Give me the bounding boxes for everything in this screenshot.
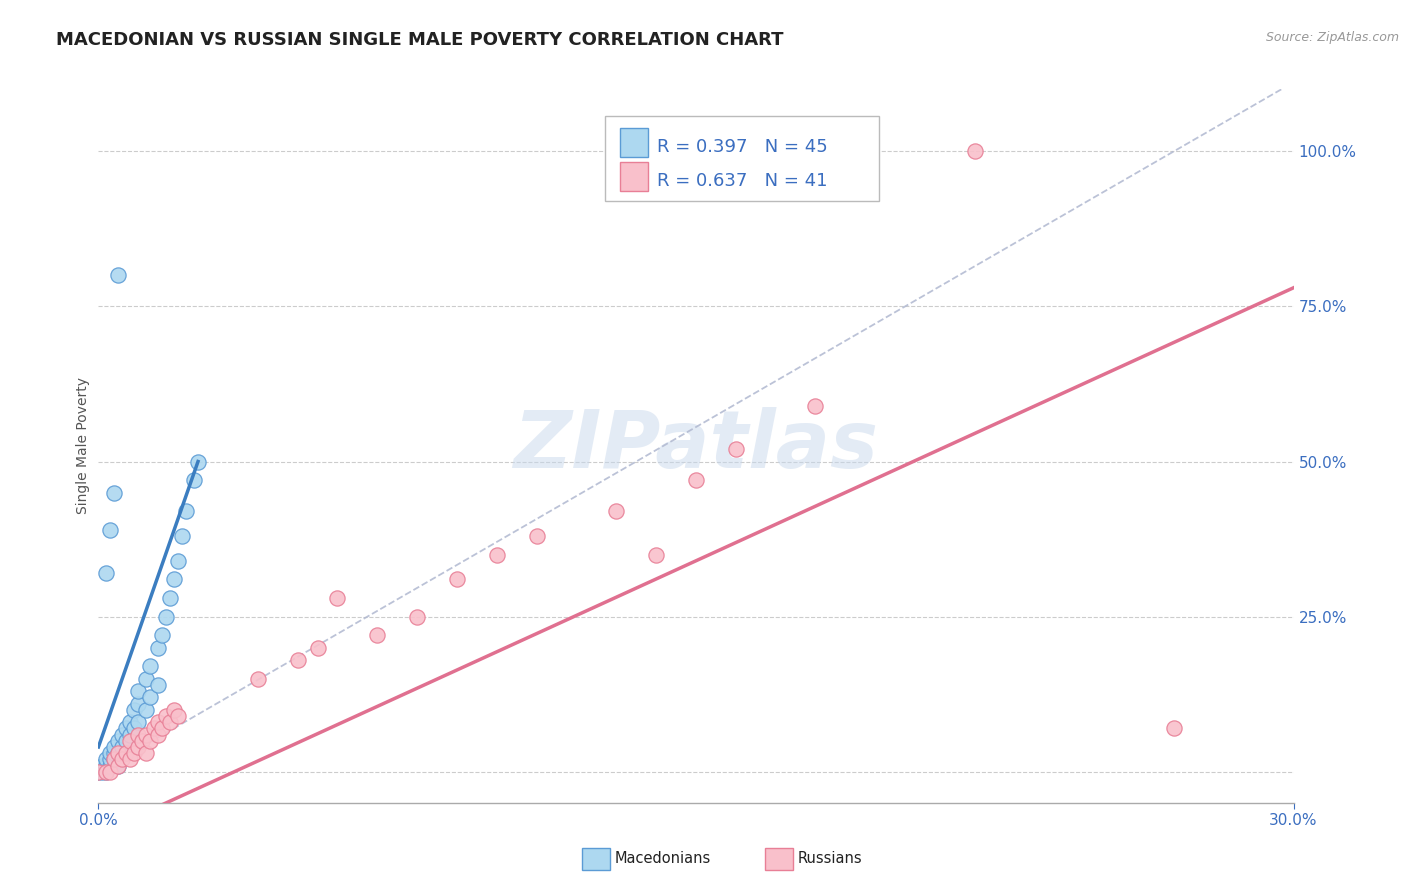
Point: [107, 758, 129, 772]
Text: ZIPatlas: ZIPatlas: [513, 407, 879, 485]
Point: [287, 653, 309, 667]
Point: [91, 764, 114, 779]
Point: [127, 715, 149, 730]
Point: [124, 703, 146, 717]
Point: [107, 268, 129, 283]
Point: [127, 727, 149, 741]
Point: [685, 473, 707, 487]
Point: [103, 739, 125, 754]
Point: [124, 722, 146, 736]
Point: [120, 752, 142, 766]
Point: [155, 609, 177, 624]
Point: [963, 145, 986, 159]
Point: [804, 399, 827, 413]
Point: [135, 703, 157, 717]
Point: [159, 715, 181, 730]
Point: [96, 764, 118, 779]
Point: [163, 703, 186, 717]
Point: [111, 739, 134, 754]
Point: [150, 722, 173, 736]
Point: [100, 523, 122, 537]
Point: [127, 739, 149, 754]
Point: [103, 752, 125, 766]
Point: [115, 722, 138, 736]
Point: [107, 746, 129, 760]
Point: [103, 752, 125, 766]
Point: [103, 485, 125, 500]
Point: [100, 746, 122, 760]
Point: [127, 697, 149, 711]
Point: [139, 659, 162, 673]
Point: [115, 746, 138, 760]
Point: [135, 727, 157, 741]
Point: [246, 672, 269, 686]
Point: [163, 573, 186, 587]
Point: [120, 715, 142, 730]
Point: [100, 758, 122, 772]
Point: [167, 554, 190, 568]
Point: [96, 566, 118, 581]
Text: Russians: Russians: [797, 852, 862, 866]
Point: [96, 764, 118, 779]
Point: [115, 733, 138, 747]
Point: [645, 548, 668, 562]
Point: [159, 591, 181, 605]
Point: [87, 764, 110, 779]
Point: [96, 758, 118, 772]
Y-axis label: Single Male Poverty: Single Male Poverty: [76, 377, 90, 515]
Text: MACEDONIAN VS RUSSIAN SINGLE MALE POVERTY CORRELATION CHART: MACEDONIAN VS RUSSIAN SINGLE MALE POVERT…: [56, 31, 783, 49]
Point: [131, 733, 153, 747]
Point: [148, 640, 170, 655]
Point: [91, 758, 114, 772]
Point: [526, 529, 548, 543]
Text: R = 0.397   N = 45: R = 0.397 N = 45: [657, 138, 827, 156]
Point: [366, 628, 388, 642]
Point: [724, 442, 747, 456]
Point: [135, 672, 157, 686]
Point: [139, 733, 162, 747]
Point: [148, 727, 170, 741]
Point: [183, 473, 205, 487]
Point: [103, 746, 125, 760]
Point: [485, 548, 508, 562]
Text: Source: ZipAtlas.com: Source: ZipAtlas.com: [1265, 31, 1399, 45]
Point: [87, 764, 110, 779]
Point: [187, 454, 209, 468]
Point: [135, 746, 157, 760]
Point: [127, 684, 149, 698]
Point: [124, 746, 146, 760]
Point: [96, 752, 118, 766]
Point: [139, 690, 162, 705]
Text: R = 0.637   N = 41: R = 0.637 N = 41: [657, 172, 827, 190]
Point: [107, 746, 129, 760]
Point: [148, 678, 170, 692]
Point: [172, 529, 194, 543]
Point: [446, 573, 468, 587]
Point: [1163, 722, 1185, 736]
Point: [107, 733, 129, 747]
Point: [100, 752, 122, 766]
Point: [605, 504, 627, 518]
Point: [155, 709, 177, 723]
Point: [326, 591, 349, 605]
Point: [167, 709, 190, 723]
Point: [111, 752, 134, 766]
Point: [111, 727, 134, 741]
Point: [406, 609, 429, 624]
Point: [107, 758, 129, 772]
Point: [120, 733, 142, 747]
Point: [120, 727, 142, 741]
Text: Macedonians: Macedonians: [614, 852, 710, 866]
Point: [150, 628, 173, 642]
Point: [100, 764, 122, 779]
Point: [148, 715, 170, 730]
Point: [307, 640, 329, 655]
Point: [143, 722, 166, 736]
Point: [174, 504, 197, 518]
